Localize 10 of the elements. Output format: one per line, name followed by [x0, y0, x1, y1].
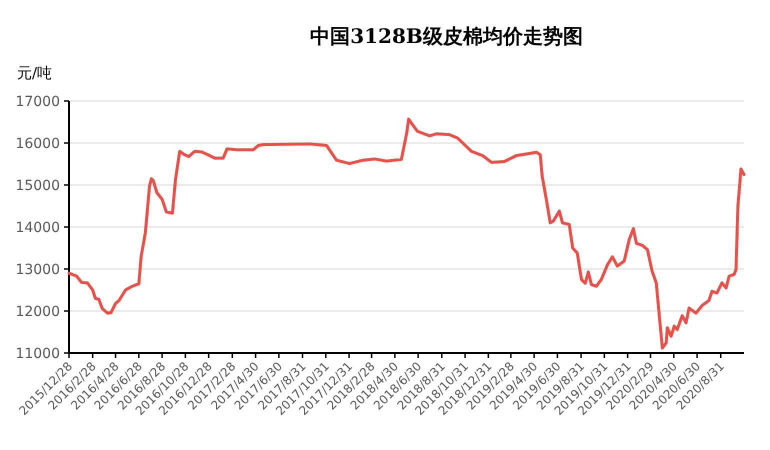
y-axis-title: 元/吨 — [17, 64, 52, 82]
line-series — [68, 118, 746, 350]
y-tick-label: 17000 — [15, 94, 60, 110]
y-tick-label: 16000 — [15, 136, 60, 152]
chart-title: 中国3128B级皮棉均价走势图 — [310, 24, 583, 48]
y-tick-label: 13000 — [15, 262, 60, 278]
y-tick-label: 12000 — [15, 304, 60, 320]
y-tick-label: 14000 — [15, 220, 60, 236]
y-tick-label: 11000 — [15, 346, 60, 362]
y-tick-label: 15000 — [15, 178, 60, 194]
